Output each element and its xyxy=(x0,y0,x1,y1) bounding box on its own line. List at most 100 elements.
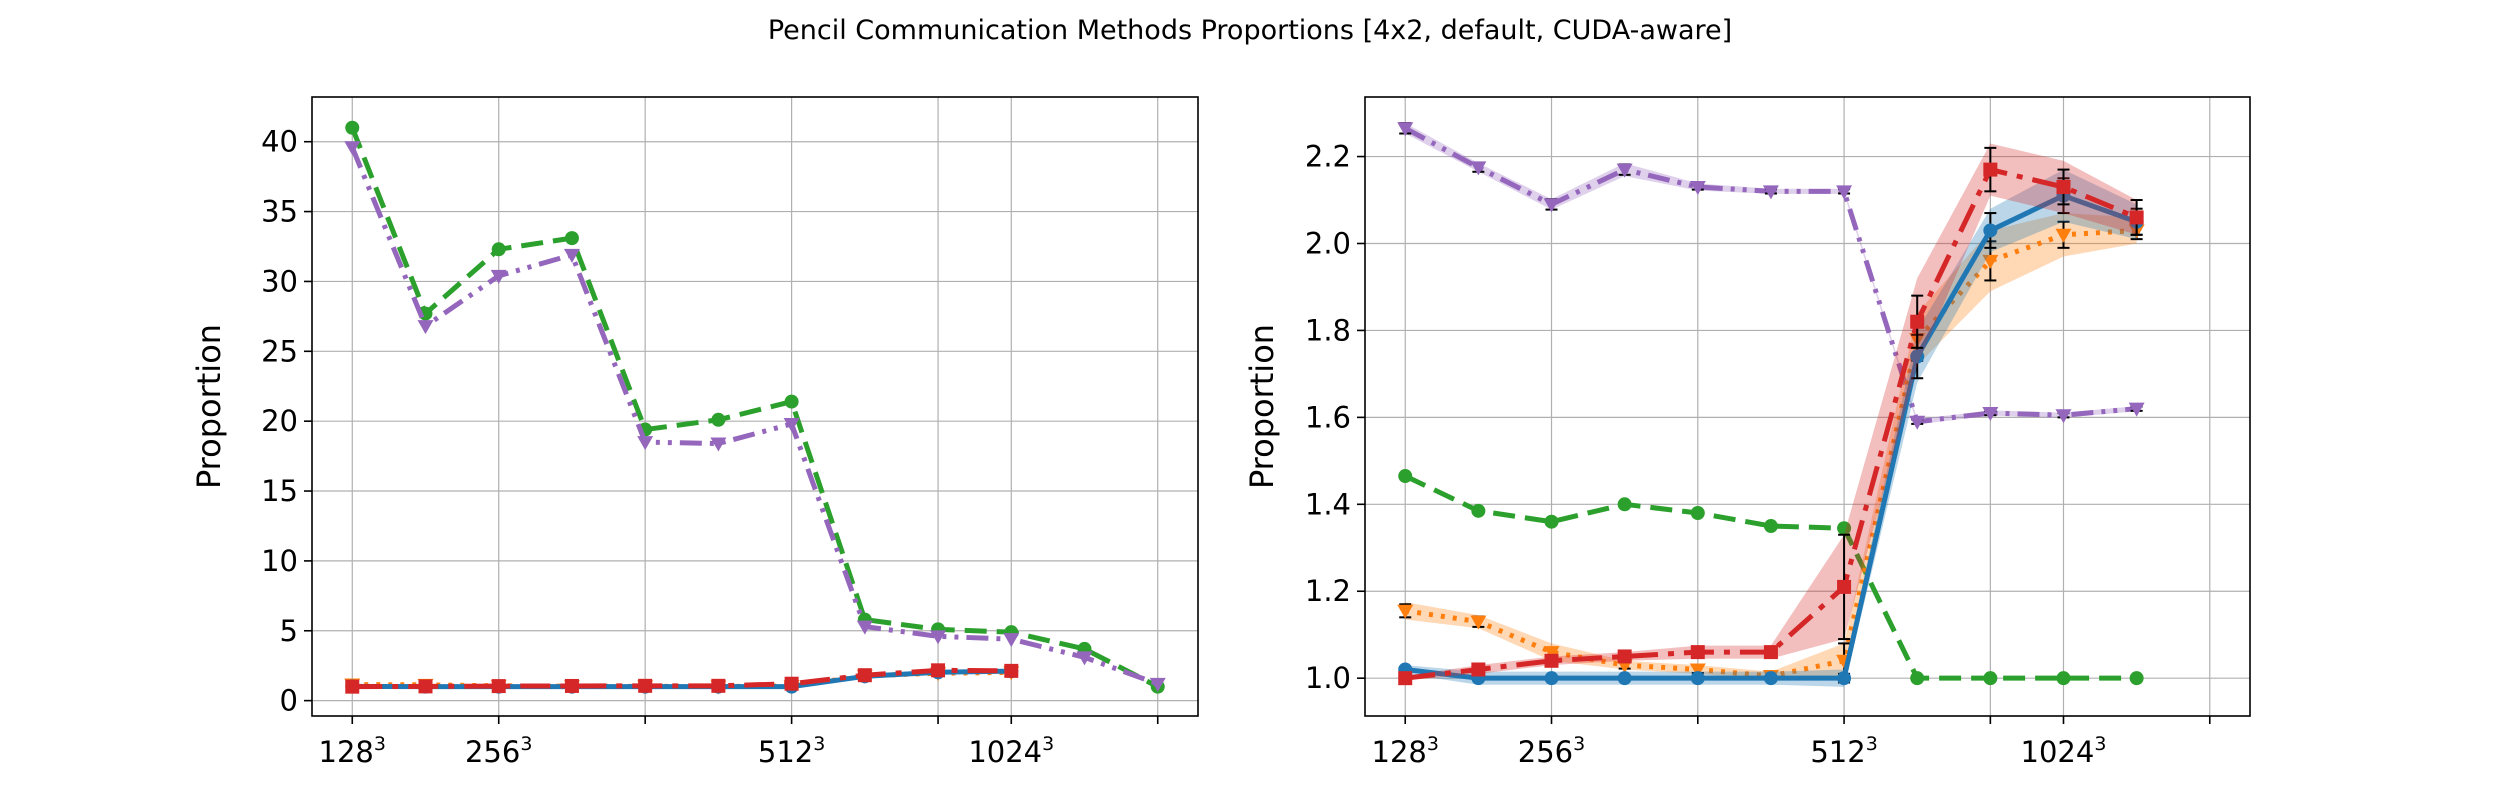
series-line xyxy=(349,126,1159,689)
data-point xyxy=(564,678,579,693)
data-point xyxy=(930,630,947,645)
data-point xyxy=(1397,122,1414,137)
data-point xyxy=(1837,579,1852,594)
data-point xyxy=(1543,646,1560,661)
data-point xyxy=(1689,180,1706,195)
data-point xyxy=(2055,409,2072,424)
data-point xyxy=(1617,649,1632,664)
data-point xyxy=(1076,651,1093,666)
series-layer xyxy=(1397,122,2145,687)
y-tick-label: 1.2 xyxy=(1305,574,1351,608)
data-point xyxy=(1690,505,1705,520)
data-point xyxy=(1983,671,1998,686)
x-tick-label: 10243 xyxy=(968,733,1054,769)
data-point xyxy=(1837,671,1852,686)
series-purple xyxy=(1397,122,2145,430)
data-point xyxy=(344,141,361,156)
y-tick-label: 2.2 xyxy=(1305,140,1351,174)
series-layer xyxy=(344,120,1166,695)
y-axis-title: Proportion xyxy=(1243,324,1281,489)
plot-frame xyxy=(1364,96,2251,717)
y-tick-label: 1.4 xyxy=(1305,487,1351,521)
series-line xyxy=(1404,473,2137,681)
x-axis: 1283 2563 5123 10243 xyxy=(319,716,1159,769)
y-tick-label: 10 xyxy=(261,544,298,578)
data-point xyxy=(1763,671,1778,686)
data-point xyxy=(1617,671,1632,686)
y-tick-label: 0 xyxy=(280,684,298,718)
data-point xyxy=(711,412,726,427)
data-point xyxy=(490,269,507,284)
data-point xyxy=(1003,633,1020,648)
data-point xyxy=(1470,615,1487,630)
series-red xyxy=(1398,143,2144,686)
data-point xyxy=(711,678,726,693)
series-green xyxy=(1398,469,2144,686)
series-line xyxy=(349,146,1159,687)
y-axis-title: Proportion xyxy=(190,324,228,489)
data-point xyxy=(1149,677,1166,692)
x-tick-label: 1283 xyxy=(1372,733,1439,769)
series-line xyxy=(1404,227,2137,679)
x-tick-label: 5123 xyxy=(758,733,825,769)
x-tick-label: 5123 xyxy=(1810,733,1877,769)
data-point xyxy=(564,231,579,246)
y-tick-label: 1.8 xyxy=(1305,313,1351,347)
y-tick-label: 40 xyxy=(261,125,298,159)
data-point xyxy=(1689,663,1706,678)
x-tick-label: 10243 xyxy=(2021,733,2107,769)
y-tick-label: 1.6 xyxy=(1305,400,1351,434)
data-point xyxy=(710,437,727,452)
left-chart-panel: 0 5 10 15 20 25 30 35 40 1283 2563 5123 10243 Proport… xyxy=(190,96,1199,769)
series-line xyxy=(352,667,1012,690)
x-axis: 1283 2563 5123 10243 xyxy=(1372,716,2211,769)
x-tick-label: 1283 xyxy=(319,733,386,769)
data-point xyxy=(638,678,653,693)
data-point xyxy=(491,242,506,257)
data-point xyxy=(345,679,360,694)
data-point xyxy=(1983,223,1998,238)
x-tick-label: 2563 xyxy=(465,733,532,769)
y-tick-label: 1.0 xyxy=(1305,661,1351,695)
y-tick-label: 2.0 xyxy=(1305,226,1351,260)
confidence-band xyxy=(1405,143,2137,681)
data-point xyxy=(1470,161,1487,176)
data-point xyxy=(2056,179,2071,194)
y-tick-label: 25 xyxy=(261,334,298,368)
series-blue xyxy=(345,664,1019,694)
data-point xyxy=(1616,163,1633,178)
data-point xyxy=(784,394,799,409)
series-line xyxy=(1404,167,2138,681)
series-green xyxy=(345,120,1165,694)
data-point xyxy=(2055,228,2072,243)
data-point xyxy=(1398,469,1413,484)
series-orange xyxy=(1397,213,2145,685)
data-point xyxy=(1544,514,1559,529)
data-point xyxy=(1910,349,1925,364)
data-point xyxy=(856,620,873,635)
figure-title: Pencil Communication Methods Proportions… xyxy=(768,15,1732,46)
data-point xyxy=(1910,671,1925,686)
data-point xyxy=(1617,497,1632,512)
data-point xyxy=(1398,671,1413,686)
data-point xyxy=(1982,407,1999,422)
data-point xyxy=(783,417,800,432)
data-point xyxy=(1471,503,1486,518)
data-point xyxy=(1397,604,1414,619)
data-point xyxy=(491,679,506,694)
y-tick-label: 5 xyxy=(280,614,298,648)
series-red xyxy=(345,663,1019,694)
data-point xyxy=(417,320,434,335)
y-tick-label: 15 xyxy=(261,474,298,508)
data-point xyxy=(563,248,580,263)
y-tick-label: 20 xyxy=(261,404,298,438)
data-point xyxy=(1004,663,1019,678)
right-chart-panel: 1.0 1.2 1.4 1.6 1.8 2.0 2.2 1283 2563 5123 10243 Pr… xyxy=(1243,96,2251,769)
data-point xyxy=(1544,671,1559,686)
data-point xyxy=(2129,210,2144,225)
data-point xyxy=(1471,662,1486,677)
data-point xyxy=(2056,671,2071,686)
confidence-band xyxy=(1405,169,2137,687)
data-point xyxy=(1762,185,1779,200)
